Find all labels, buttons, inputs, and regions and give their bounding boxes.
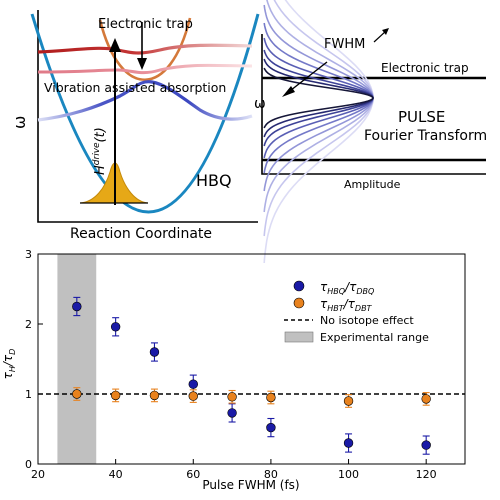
data-point-series-0 — [72, 301, 82, 312]
vibration-level-curve — [37, 63, 253, 75]
legend-label-shaded: Experimental range — [320, 331, 429, 344]
data-point-series-1 — [149, 390, 160, 401]
data-point-series-1 — [72, 389, 82, 399]
label-electronic-trap-right: Electronic trap — [381, 61, 469, 75]
x-tick-label: 60 — [186, 468, 200, 481]
data-point-series-1 — [266, 392, 276, 403]
left-schematic-axes — [37, 10, 258, 223]
legend-hbt-sub2: DBT — [355, 304, 373, 313]
fwhm-arrowhead — [282, 86, 295, 97]
drive-label-base: H — [93, 165, 108, 175]
spectrum-curve-5 — [263, 37, 374, 159]
data-point-series-1 — [227, 392, 237, 402]
chart-legend: τHBQ/τDBQ τHBT/τDBT No isotope effect Ex… — [284, 280, 429, 344]
relaxation-arrowhead — [137, 58, 147, 70]
y-tick-label: 1 — [25, 388, 32, 401]
x-tick-label: 40 — [109, 468, 123, 481]
drive-label-arg: (t) — [93, 127, 108, 142]
data-point-series-1 — [188, 391, 198, 401]
legend-hbq-mid: /τ — [344, 280, 357, 294]
chart-marks — [38, 296, 465, 455]
legend-marker-shaded — [284, 331, 314, 343]
chart-x-axis-label: Pulse FWHM (fs) — [202, 478, 299, 492]
data-point-series-0 — [188, 379, 198, 389]
drive-label: Hdrive(t) — [92, 127, 108, 175]
chart-y-axis-label: τH/τD — [1, 349, 17, 380]
y-label-sub-d: D — [8, 349, 17, 355]
drive-arrowhead — [109, 38, 121, 52]
ground-potential-curve — [30, 13, 260, 214]
chart-ticks: 20 40 60 80 100 120 0 1 2 3 — [25, 248, 437, 481]
schematic-right: FWHM Electronic trap ω PULSE Fourier Tra… — [254, 0, 487, 264]
left-x-axis-label: Reaction Coordinate — [70, 226, 212, 242]
y-tick-label: 3 — [25, 248, 32, 261]
data-point-series-0 — [110, 322, 121, 332]
chart-background — [57, 254, 97, 464]
legend-hbt-base: τ — [320, 297, 328, 311]
legend-hbq-base: τ — [320, 280, 328, 294]
legend-label-hbq: τHBQ/τDBQ — [320, 280, 374, 296]
right-x-axis-label: Amplitude — [344, 178, 401, 191]
chart-frame — [37, 253, 466, 465]
legend-marker-hbq — [293, 280, 305, 292]
spectrum-curve-8 — [263, 67, 374, 129]
spectrum-curve-6 — [263, 49, 374, 147]
legend-hbt-mid: /τ — [343, 297, 356, 311]
lower-level-curve — [37, 80, 253, 122]
data-point-series-0 — [149, 347, 160, 357]
x-tick-label: 100 — [338, 468, 359, 481]
label-electronic-trap-left: Electronic trap — [98, 17, 193, 32]
fwhm-trend-arrow — [373, 30, 387, 43]
legend-hbt-sub1: HBT — [327, 304, 345, 313]
drive-label-sup: drive — [92, 142, 102, 165]
legend-label-hbt: τHBT/τDBT — [320, 297, 373, 313]
label-vibration-assisted: Vibration assisted absorption — [44, 80, 226, 95]
y-tick-label: 0 — [25, 458, 32, 471]
data-point-series-1 — [110, 390, 121, 401]
y-label-slash: /τ — [1, 354, 15, 367]
molecule-label: HBQ — [196, 171, 232, 190]
data-point-series-1 — [421, 394, 431, 404]
spectra-group — [263, 0, 374, 264]
data-point-series-0 — [421, 440, 431, 450]
trap-level-curve — [37, 43, 253, 55]
spectrum-curve-7 — [263, 58, 374, 138]
pulse-label: PULSE — [398, 108, 445, 126]
excited-potential-curve — [98, 17, 192, 81]
right-schematic-axes — [261, 34, 486, 175]
y-label-sub-h: H — [8, 366, 17, 372]
left-y-axis-label: ω — [10, 116, 29, 129]
schematic-left: Electronic trap Vibration assisted absor… — [10, 10, 260, 242]
data-point-series-0 — [343, 438, 354, 448]
fwhm-arrow — [285, 61, 328, 95]
x-tick-label: 80 — [264, 468, 278, 481]
shaded-experimental-range — [57, 254, 97, 464]
fourier-label: Fourier Transform — [364, 128, 487, 144]
fwhm-label: FWHM — [324, 37, 365, 52]
data-point-series-0 — [227, 408, 237, 418]
legend-label-reference: No isotope effect — [320, 314, 414, 327]
fwhm-trend-arrowhead — [382, 28, 389, 35]
legend-hbq-sub2: DBQ — [356, 287, 374, 296]
legend-hbq-sub1: HBQ — [327, 287, 345, 296]
data-point-series-0 — [266, 422, 276, 433]
x-tick-label: 20 — [31, 468, 45, 481]
data-point-series-1 — [343, 396, 354, 406]
y-label-tau-h: τ — [1, 371, 15, 379]
right-y-axis-label: ω — [254, 96, 266, 112]
legend-marker-hbt — [293, 297, 305, 309]
y-tick-label: 2 — [25, 318, 32, 331]
x-tick-label: 120 — [416, 468, 437, 481]
